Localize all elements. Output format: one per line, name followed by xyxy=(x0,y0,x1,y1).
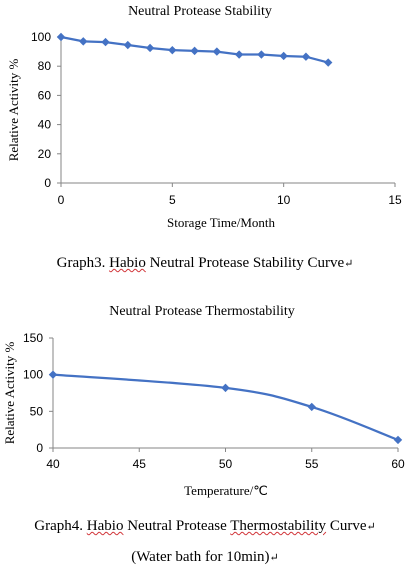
data-point-marker xyxy=(393,435,403,445)
y-axis-label: Relative Activity % xyxy=(2,342,17,445)
graph4-caption-middle: Neutral Protease xyxy=(123,518,231,534)
x-tick-label: 40 xyxy=(46,457,60,471)
data-point-marker xyxy=(190,46,199,56)
graph4-caption-thermostability: Thermostability xyxy=(230,518,327,534)
data-point-marker xyxy=(257,50,266,59)
data-point-marker xyxy=(221,383,230,393)
graph3-caption-text: Neutral Protease Stability Curve xyxy=(145,255,345,271)
x-tick-label: 10 xyxy=(277,193,291,207)
data-point-marker xyxy=(301,52,311,61)
chart-title: Neutral Protease Thermostability xyxy=(109,304,295,319)
data-point-marker xyxy=(324,58,333,67)
x-tick-label: 55 xyxy=(305,457,319,471)
y-tick-label: 100 xyxy=(23,368,43,382)
data-point-marker xyxy=(279,51,288,61)
y-tick-label: 100 xyxy=(31,30,51,44)
y-tick-label: 0 xyxy=(36,441,43,455)
y-tick-label: 40 xyxy=(38,118,52,132)
y-tick-label: 20 xyxy=(38,147,52,161)
graph4-caption-prefix: Graph4. xyxy=(34,518,87,534)
data-point-marker xyxy=(48,370,58,379)
graph4-caption-suffix: Curve xyxy=(326,518,367,534)
y-tick-label: 60 xyxy=(38,88,52,102)
data-point-marker xyxy=(123,40,132,50)
graph4-caption-brand: Habio xyxy=(86,518,124,534)
chart-title: Neutral Protease Stability xyxy=(128,4,272,19)
y-tick-label: 0 xyxy=(44,176,51,190)
y-tick-label: 150 xyxy=(23,331,43,345)
x-tick-label: 0 xyxy=(58,193,65,207)
data-point-marker xyxy=(79,37,88,46)
data-point-marker xyxy=(145,43,155,53)
data-point-marker xyxy=(212,47,222,56)
x-tick-label: 5 xyxy=(169,193,176,207)
graph4-caption: Graph4. Habio Neutral Protease Thermosta… xyxy=(0,518,410,535)
data-point-marker xyxy=(168,45,177,55)
x-tick-label: 50 xyxy=(219,457,233,471)
data-point-marker xyxy=(101,37,110,47)
graph4-caption-line2-mark: ↵ xyxy=(269,552,279,564)
x-tick-label: 15 xyxy=(388,193,402,207)
y-tick-label: 50 xyxy=(30,404,44,418)
thermostability-chart: Neutral Protease Thermostability 0 50 100 15… xyxy=(2,304,405,498)
graph4-caption-line2: (Water bath for 10min)↵ xyxy=(0,549,410,566)
x-tick-label: 60 xyxy=(391,457,405,471)
graph4-caption-return-mark: ↵ xyxy=(366,521,376,533)
data-point-marker xyxy=(307,402,316,412)
x-tick-label: 45 xyxy=(133,457,147,471)
y-axis-label: Relative Activity % xyxy=(6,59,21,162)
x-axis-label: Storage Time/Month xyxy=(167,215,275,230)
graph3-caption-prefix: Graph3. xyxy=(56,255,110,271)
y-tick-label: 80 xyxy=(38,59,52,73)
graph4-caption-water-bath: (Water bath for 10min) xyxy=(131,549,270,565)
graph3-caption-brand: Habio xyxy=(109,255,146,271)
series-line xyxy=(52,373,399,441)
stability-chart: Neutral Protease Stability 0 20 40 60 80 100 0 5… xyxy=(6,4,402,230)
data-point-marker xyxy=(234,50,244,59)
data-point-marker xyxy=(56,32,66,42)
graph3-caption: Graph3. Habio Neutral Protease Stability… xyxy=(0,255,410,272)
x-axis-label: Temperature/℃ xyxy=(184,483,268,498)
graph3-caption-return-mark: ↵ xyxy=(344,258,354,270)
